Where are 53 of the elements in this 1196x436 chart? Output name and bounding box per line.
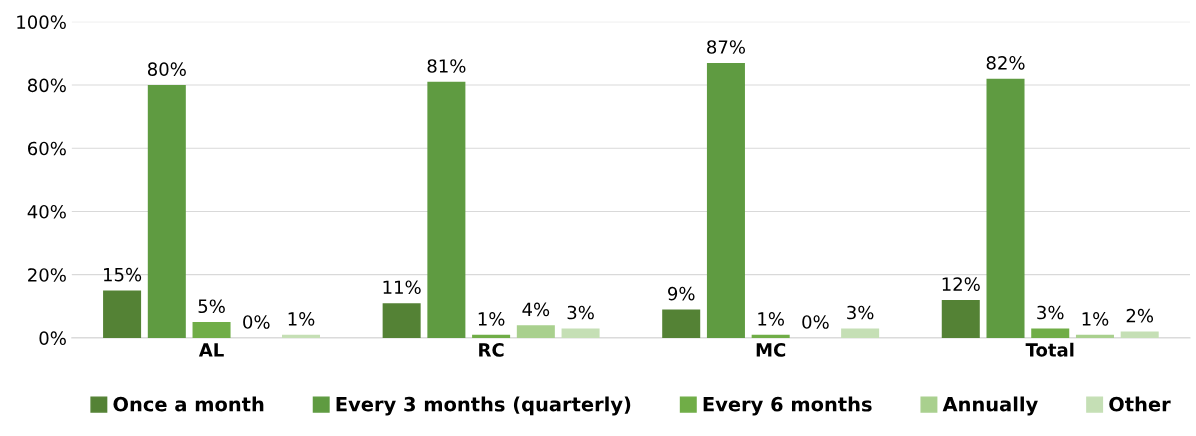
bar xyxy=(986,78,1025,338)
text: 81% xyxy=(427,59,466,73)
x-tick-label: AL xyxy=(198,343,224,357)
y-tick-label: 40% xyxy=(27,204,66,219)
bar xyxy=(751,334,790,338)
legend-label: Other xyxy=(1109,396,1171,412)
text: 9% xyxy=(668,286,695,301)
y-tick-label: 60% xyxy=(28,141,66,156)
text: 1% xyxy=(758,312,784,326)
text: 80% xyxy=(147,62,186,76)
text: 1% xyxy=(1082,312,1109,326)
bar xyxy=(561,328,600,338)
bar xyxy=(192,322,231,338)
bar xyxy=(662,309,701,338)
text: 87% xyxy=(707,40,746,54)
bar xyxy=(941,299,980,338)
bar xyxy=(147,85,186,338)
legend-label: Every 3 months (quarterly) xyxy=(336,396,631,416)
bar xyxy=(516,325,555,338)
x-tick-label: MC xyxy=(756,343,786,357)
bar xyxy=(281,334,321,338)
text: 3% xyxy=(847,305,874,320)
text: 15% xyxy=(104,267,142,282)
text: 3% xyxy=(1037,305,1064,320)
legend-label: Every 6 months xyxy=(703,396,872,416)
bar xyxy=(427,81,466,338)
text: 2% xyxy=(1126,308,1154,323)
legend-label: Once a month xyxy=(113,396,264,412)
text: 4% xyxy=(522,302,550,317)
bar xyxy=(382,303,421,338)
legend-label: Annually xyxy=(942,396,1038,416)
y-tick-label: 0% xyxy=(39,331,66,346)
text: 11% xyxy=(383,280,421,295)
text: 82% xyxy=(986,55,1025,70)
text: 0% xyxy=(802,315,829,329)
text: 1% xyxy=(288,312,315,326)
x-tick-label: RC xyxy=(479,343,504,357)
bar xyxy=(706,62,745,338)
bar xyxy=(103,290,142,338)
text: 12% xyxy=(942,277,980,291)
text: 3% xyxy=(567,305,594,320)
y-tick-label: 80% xyxy=(27,78,66,93)
y-tick-label: 100% xyxy=(17,15,66,29)
bar xyxy=(841,328,880,338)
bar xyxy=(1075,334,1114,338)
text: 1% xyxy=(478,312,505,326)
text: 0% xyxy=(243,315,270,329)
bar xyxy=(1120,331,1159,338)
y-tick-label: 20% xyxy=(28,268,66,282)
bar xyxy=(472,334,511,338)
x-tick-label: Total xyxy=(1025,342,1074,357)
bar xyxy=(1031,328,1070,338)
text: 5% xyxy=(198,299,225,314)
